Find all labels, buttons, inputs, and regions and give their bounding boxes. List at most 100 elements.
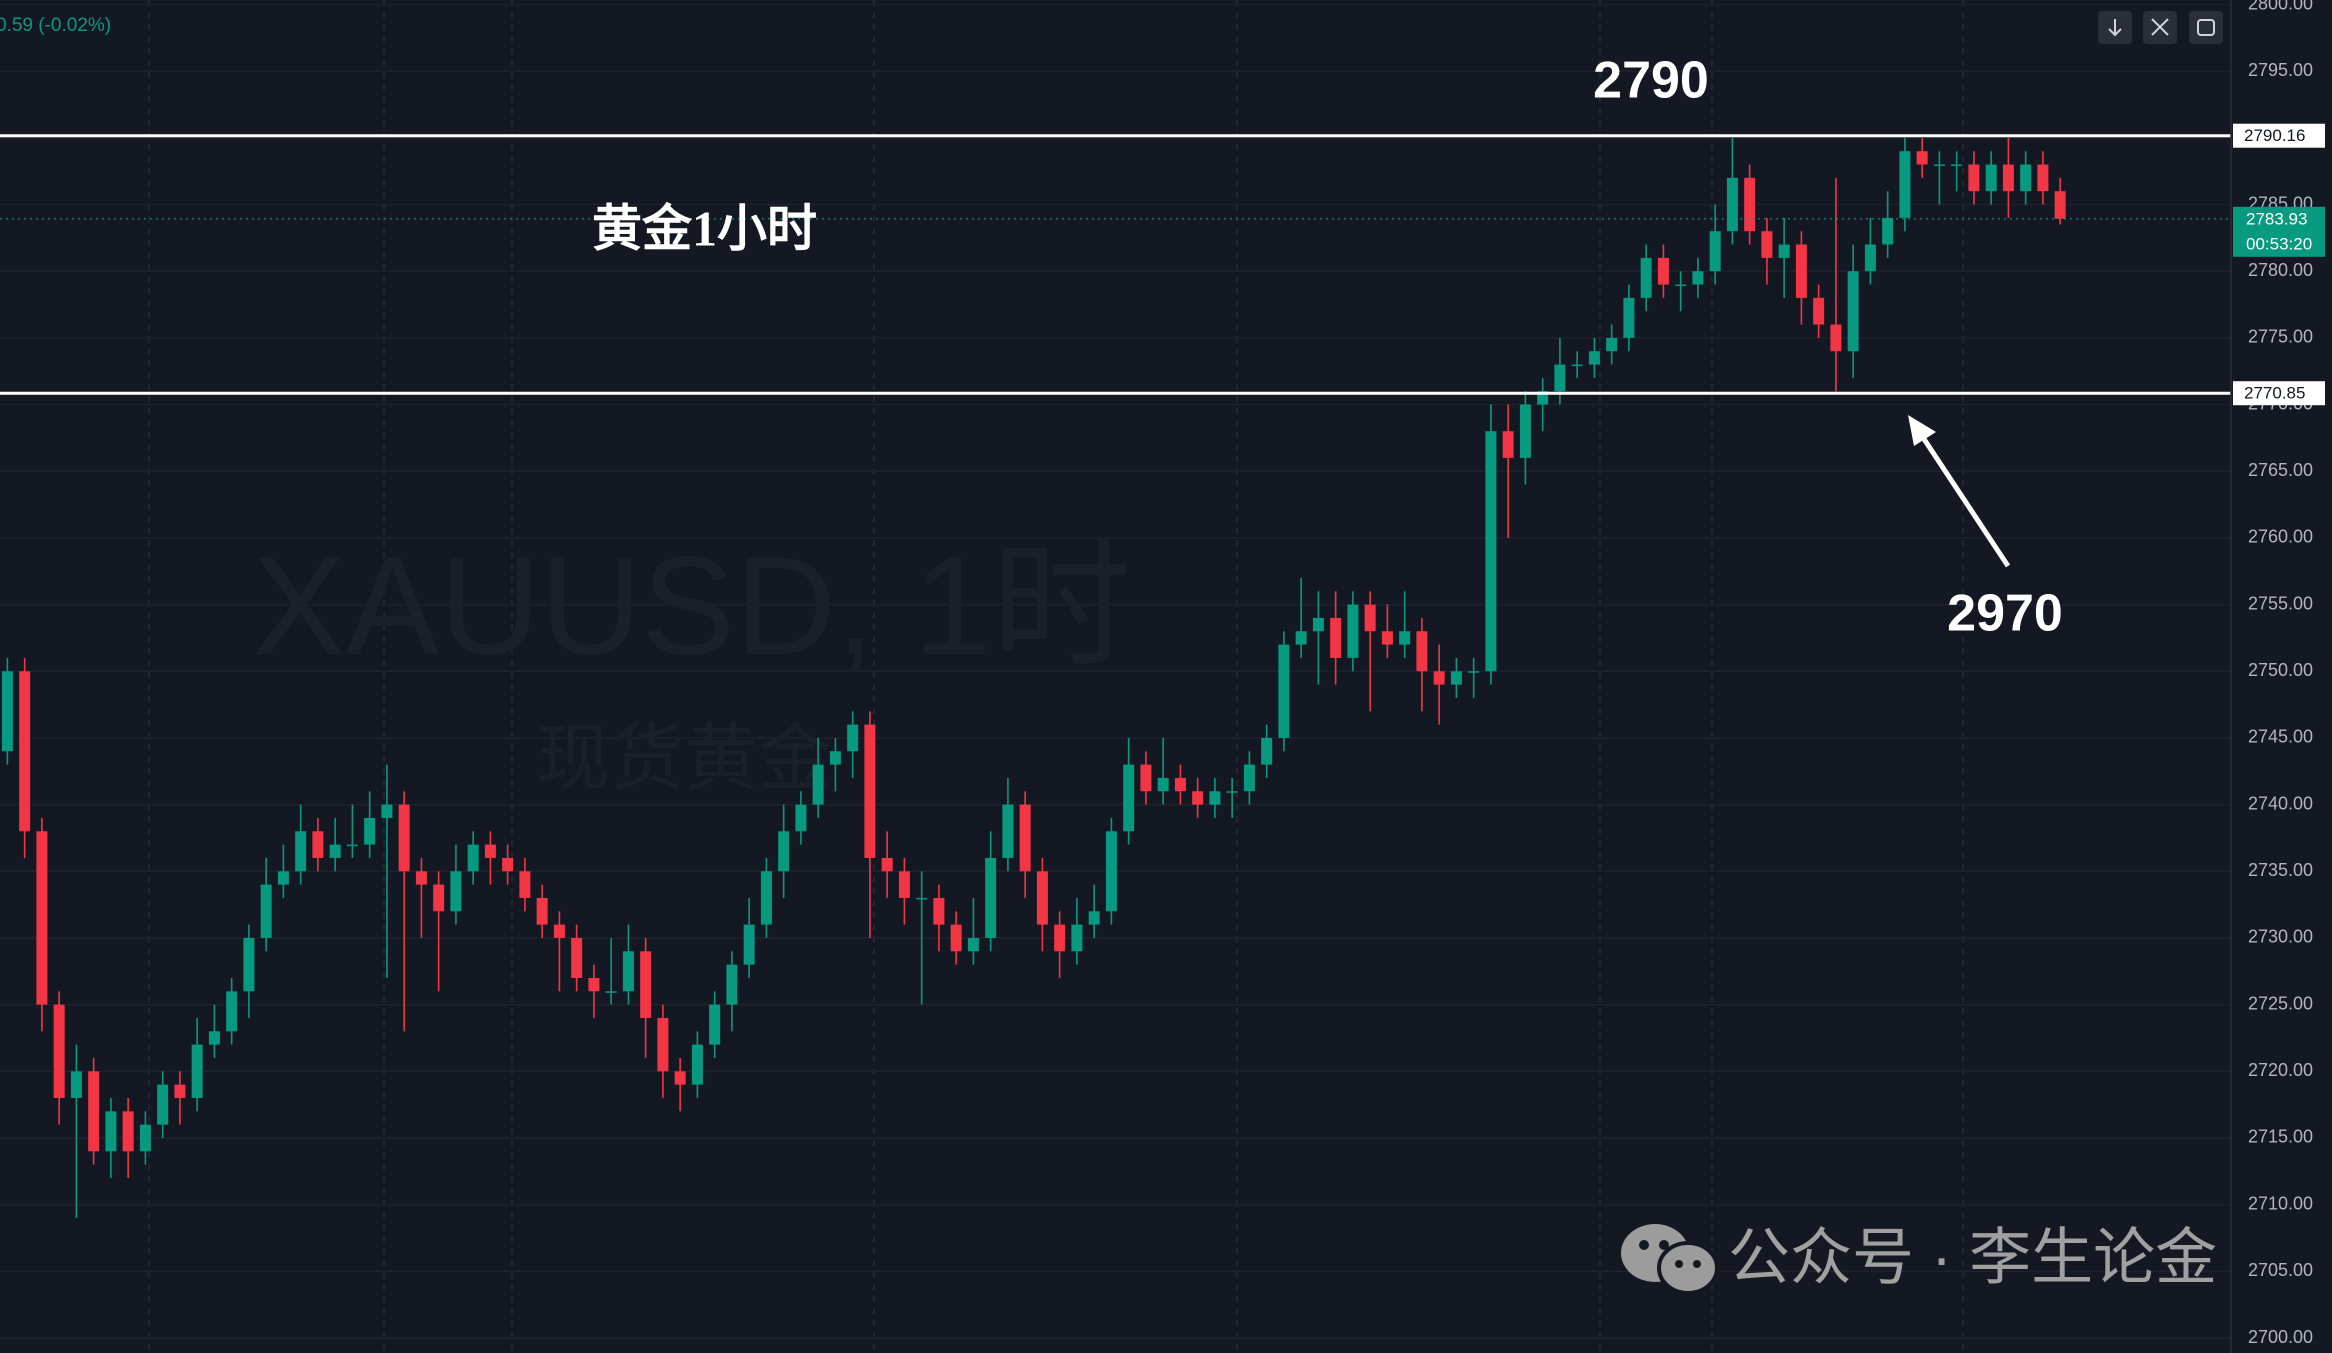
footer-watermark: 公众号 · 李生论金 bbox=[1728, 1223, 2217, 1292]
candle-body bbox=[1002, 804, 1014, 858]
candle-body bbox=[1174, 777, 1186, 792]
candle-body bbox=[1537, 391, 1549, 405]
candle-body bbox=[1571, 364, 1583, 367]
candle-body bbox=[277, 871, 289, 885]
candle-body bbox=[346, 844, 358, 847]
arrow bbox=[1908, 415, 2011, 568]
annotation-2790: 2790 bbox=[1593, 52, 1709, 110]
candle-body bbox=[191, 1044, 203, 1098]
candles bbox=[1, 137, 2066, 1218]
candle-body bbox=[1433, 671, 1445, 685]
candle-body bbox=[295, 831, 307, 872]
price-axis-labels: 2700.00 2705.00 2710.00 2715.00 2720.00 2725.… bbox=[2248, 0, 2313, 1347]
candle-body bbox=[691, 1044, 703, 1085]
candle-body bbox=[364, 817, 376, 845]
y-tick-label: 2700.00 bbox=[2248, 1327, 2313, 1347]
candle-body bbox=[950, 924, 962, 952]
candle-body bbox=[1243, 764, 1255, 792]
candle-body bbox=[709, 1004, 721, 1045]
candle-body bbox=[1054, 924, 1066, 952]
candle-body bbox=[1830, 324, 1842, 352]
level-tag bbox=[2233, 381, 2325, 406]
y-tick-label: 2735.00 bbox=[2248, 860, 2313, 880]
candle-body bbox=[1623, 297, 1635, 338]
candle-body bbox=[1916, 151, 1928, 165]
candle-body bbox=[139, 1124, 151, 1152]
candle-body bbox=[36, 831, 48, 1005]
candle-body bbox=[53, 1004, 65, 1098]
candle-body bbox=[1933, 164, 1945, 167]
candle-body bbox=[1226, 791, 1238, 793]
candle-body bbox=[1657, 257, 1669, 285]
candle-body bbox=[1, 671, 13, 752]
change-text: 0.59 (-0.02%) bbox=[0, 15, 111, 36]
candle-body bbox=[605, 991, 617, 993]
candle-body bbox=[1864, 244, 1876, 272]
candle-body bbox=[864, 724, 876, 858]
candle-body bbox=[553, 924, 565, 938]
candle-body bbox=[898, 871, 910, 898]
candle-body bbox=[312, 831, 324, 858]
candle-body bbox=[467, 844, 479, 872]
annotation-title: 黄金1小时 bbox=[592, 200, 817, 256]
candle-body bbox=[829, 751, 841, 765]
annotation-2970: 2970 bbox=[1947, 585, 2063, 643]
candle-body bbox=[1968, 164, 1980, 192]
candle-body bbox=[1140, 764, 1152, 792]
candle-body bbox=[760, 871, 772, 925]
candle-body bbox=[1330, 617, 1342, 658]
candle-body bbox=[122, 1111, 134, 1152]
candle-body bbox=[433, 884, 445, 912]
candle-body bbox=[1744, 177, 1756, 232]
candle-body bbox=[502, 857, 514, 872]
price-grid bbox=[0, 3, 2231, 1339]
level-tag-label: 2770.85 bbox=[2244, 384, 2305, 403]
candle-body bbox=[847, 724, 859, 752]
candle-body bbox=[916, 897, 928, 900]
candle-body bbox=[1312, 617, 1324, 632]
candle-body bbox=[105, 1111, 117, 1152]
candle-body bbox=[381, 804, 393, 818]
candle-body bbox=[1036, 871, 1048, 925]
y-tick-label: 2750.00 bbox=[2248, 660, 2313, 680]
candle-body bbox=[1381, 631, 1393, 645]
candle-body bbox=[70, 1071, 82, 1098]
price-tags: 2790.16 2770.85 2783.93 00:53:20 bbox=[2233, 123, 2325, 406]
candle-body bbox=[1588, 351, 1600, 365]
candle-body bbox=[1347, 604, 1359, 658]
candle-body bbox=[1071, 924, 1083, 952]
reset-button[interactable] bbox=[2189, 11, 2223, 44]
candle-body bbox=[1692, 271, 1704, 285]
candle-body bbox=[1209, 791, 1221, 805]
candle-body bbox=[1899, 151, 1911, 218]
candle-body bbox=[2020, 164, 2032, 192]
candle-body bbox=[1606, 337, 1618, 352]
candle-body bbox=[2002, 164, 2014, 192]
candle-body bbox=[1088, 911, 1100, 925]
candle-body bbox=[174, 1084, 186, 1098]
candle-body bbox=[1847, 271, 1859, 352]
y-tick-label: 2780.00 bbox=[2248, 260, 2313, 280]
y-tick-label: 2775.00 bbox=[2248, 327, 2313, 347]
last-price-label: 2783.93 bbox=[2246, 209, 2307, 228]
candle-body bbox=[1519, 404, 1531, 458]
candle-body bbox=[536, 897, 548, 925]
candle-body bbox=[1709, 231, 1721, 272]
candle-body bbox=[1640, 257, 1652, 298]
candle-body bbox=[622, 951, 634, 992]
candle-body bbox=[1450, 671, 1462, 685]
candle-body bbox=[260, 884, 272, 938]
last-price-tag bbox=[2233, 206, 2325, 257]
candle-body bbox=[1123, 764, 1135, 832]
name-watermark: 现货黄金 bbox=[536, 717, 832, 800]
y-tick-label: 2760.00 bbox=[2248, 527, 2313, 547]
candle-body bbox=[450, 871, 462, 912]
candle-body bbox=[1778, 244, 1790, 258]
candle-body bbox=[985, 857, 997, 938]
symbol-watermark: XAUUSD, 1时 bbox=[252, 527, 1131, 684]
candle-body bbox=[1761, 231, 1773, 258]
candle-body bbox=[1019, 804, 1031, 872]
candle-body bbox=[19, 671, 31, 832]
